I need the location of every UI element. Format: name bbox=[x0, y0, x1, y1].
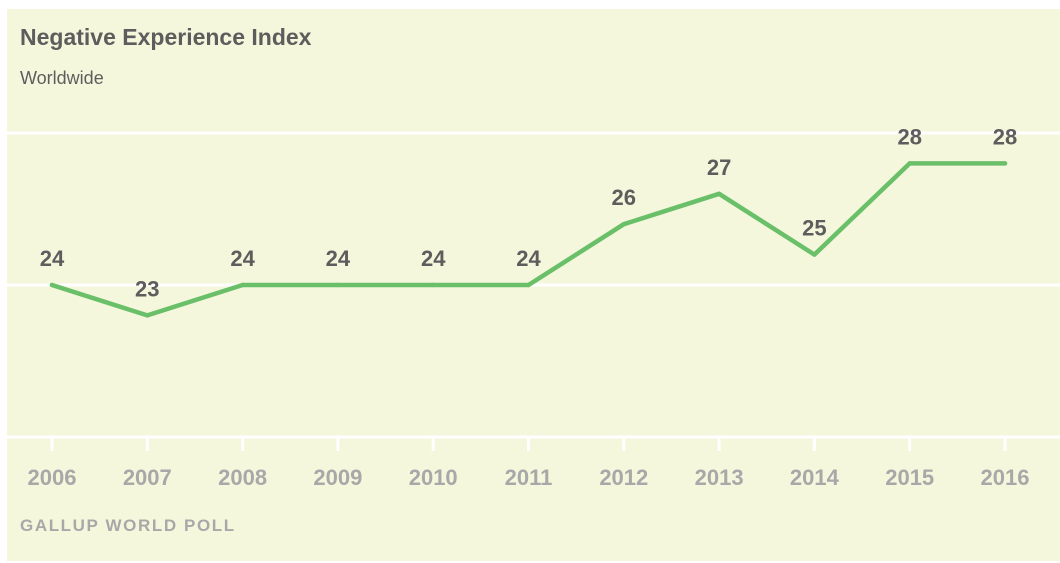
data-point bbox=[621, 222, 626, 227]
chart-title: Negative Experience Index bbox=[20, 24, 312, 50]
data-point bbox=[1002, 161, 1008, 166]
data-label: 25 bbox=[802, 216, 826, 241]
x-tick-label: 2008 bbox=[218, 465, 267, 490]
series-line bbox=[49, 161, 1008, 318]
data-point bbox=[907, 161, 912, 166]
data-points bbox=[49, 161, 1008, 318]
data-point bbox=[431, 282, 436, 288]
x-tick-label: 2015 bbox=[885, 465, 934, 490]
x-tick-label: 2009 bbox=[313, 465, 362, 490]
x-axis-labels: 2006 2007 2008 2009 2010 2011 2012 2013 2014 2015… bbox=[28, 465, 1030, 490]
gridlines bbox=[7, 131, 1060, 439]
data-label: 24 bbox=[516, 246, 541, 271]
data-point bbox=[145, 313, 150, 318]
data-label: 27 bbox=[707, 155, 731, 180]
data-point bbox=[526, 282, 531, 288]
data-point bbox=[49, 282, 55, 288]
data-point bbox=[716, 191, 722, 196]
data-label: 24 bbox=[230, 246, 255, 271]
data-label: 23 bbox=[135, 276, 159, 301]
x-axis-ticks bbox=[50, 437, 1007, 451]
series-lines bbox=[49, 161, 1008, 318]
x-tick-label: 2013 bbox=[695, 465, 744, 490]
data-label: 24 bbox=[326, 246, 351, 271]
data-label: 24 bbox=[421, 246, 446, 271]
chart-subtitle: Worldwide bbox=[20, 68, 104, 88]
x-tick-label: 2010 bbox=[409, 465, 458, 490]
x-tick-label: 2006 bbox=[28, 465, 77, 490]
x-tick-label: 2012 bbox=[599, 465, 648, 490]
data-point bbox=[812, 252, 817, 257]
x-tick-label: 2011 bbox=[505, 465, 553, 490]
data-labels: 24 23 24 24 24 24 26 27 25 28 28 bbox=[40, 124, 1017, 301]
x-tick-label: 2014 bbox=[790, 465, 840, 490]
data-label: 24 bbox=[40, 246, 65, 271]
data-label: 26 bbox=[612, 185, 636, 210]
source-note: GALLUP WORLD POLL bbox=[20, 516, 236, 535]
x-tick-label: 2007 bbox=[123, 465, 172, 490]
data-label: 28 bbox=[897, 124, 921, 149]
data-label: 28 bbox=[993, 124, 1017, 149]
data-point bbox=[335, 282, 341, 288]
x-tick-label: 2016 bbox=[981, 465, 1030, 490]
data-point bbox=[240, 282, 245, 288]
